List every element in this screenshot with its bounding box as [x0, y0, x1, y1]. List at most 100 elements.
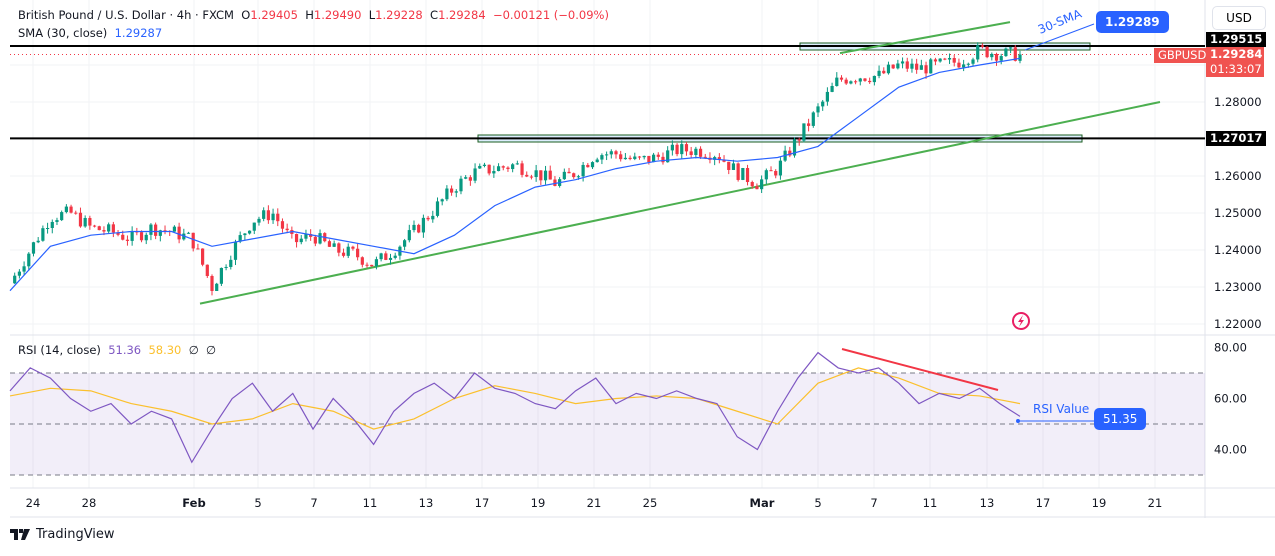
candle-body: [656, 154, 660, 157]
rsi-label: RSI (14, close): [18, 343, 101, 357]
candle-body: [233, 241, 238, 260]
rsi-ma-line: [9, 367, 1021, 430]
sma-value-callout[interactable]: 1.29289: [1096, 11, 1169, 33]
price-tick: 1.23000: [1214, 280, 1262, 294]
candle-body: [492, 171, 496, 174]
candle-body: [356, 248, 360, 258]
price-tick: 1.25000: [1214, 206, 1262, 220]
candle-body: [694, 148, 698, 155]
candle-body: [139, 232, 144, 241]
candle-body: [64, 206, 68, 213]
rsi-callout-dot: [1016, 419, 1020, 423]
candle-body: [910, 63, 914, 69]
time-tick: 24: [26, 496, 41, 510]
candle-body: [149, 224, 153, 235]
candle-body: [811, 112, 815, 126]
candle-body: [111, 224, 115, 233]
candle-body: [1009, 47, 1013, 49]
time-tick: 25: [643, 496, 658, 510]
candle-body: [999, 56, 1003, 61]
candle-body: [581, 164, 585, 177]
candle-body: [285, 228, 289, 231]
low-value: 1.29228: [375, 8, 423, 22]
rsi-legend[interactable]: RSI (14, close) 51.36 58.30 ∅ ∅: [18, 343, 216, 357]
time-tick: 19: [1092, 496, 1107, 510]
candle-body: [74, 212, 78, 214]
candle-body: [36, 240, 40, 243]
candle-body: [947, 57, 952, 60]
candle-body: [332, 243, 336, 247]
candle-body: [731, 163, 736, 170]
level-label-lower: 1.27017: [1206, 131, 1267, 146]
time-tick: 13: [419, 496, 434, 510]
candle-body: [966, 63, 970, 65]
candle-body: [431, 215, 435, 220]
lightning-icon[interactable]: [1012, 312, 1030, 330]
time-tick: 11: [923, 496, 938, 510]
candle-body: [745, 168, 750, 183]
candle-body: [478, 165, 482, 169]
candle-body: [576, 176, 581, 178]
candle-body: [858, 78, 862, 82]
time-tick: 11: [363, 496, 378, 510]
candle-body: [92, 225, 97, 227]
candle-body: [205, 264, 209, 276]
tradingview-logo[interactable]: TradingView: [10, 527, 115, 542]
candle-body: [623, 157, 627, 160]
candle-body: [727, 161, 731, 170]
candle-body: [219, 267, 223, 284]
candle-body: [417, 224, 421, 233]
candle-body: [318, 233, 322, 244]
candle-body: [736, 163, 740, 180]
candle-body: [177, 226, 181, 240]
candle-body: [952, 57, 956, 63]
candle-body: [590, 162, 595, 168]
level-label-upper: 1.29515: [1206, 32, 1267, 47]
sma-legend[interactable]: SMA (30, close) 1.29287: [18, 26, 162, 40]
rsi-value-callout[interactable]: 51.35: [1094, 408, 1147, 430]
candle-body: [238, 235, 242, 242]
candle-body: [327, 241, 332, 247]
candle-body: [384, 253, 388, 260]
time-tick: 28: [82, 496, 97, 510]
candle-body: [515, 163, 519, 165]
candle-body: [642, 155, 646, 158]
candle-body: [877, 70, 881, 76]
upper-trendline: [839, 21, 1011, 55]
candle-body: [821, 101, 825, 107]
symbol-tag: GBPUSD: [1154, 48, 1211, 63]
candle-body: [262, 210, 266, 219]
candle-body: [247, 230, 252, 234]
candle-body: [201, 248, 205, 265]
candle-body: [755, 186, 759, 190]
rsi-na-1: ∅: [188, 343, 199, 357]
candle-body: [797, 139, 801, 141]
candle-body: [482, 164, 487, 166]
candle-body: [539, 170, 543, 181]
candle-body: [619, 154, 623, 160]
tradingview-logo-icon: [10, 528, 30, 540]
candle-body: [802, 123, 806, 141]
candle-body: [445, 188, 449, 200]
candle-body: [933, 59, 938, 62]
candle-body: [816, 106, 820, 113]
currency-button[interactable]: USD: [1212, 6, 1266, 30]
candle-body: [346, 246, 350, 256]
candle-body: [393, 255, 397, 258]
candle-body: [717, 157, 721, 160]
candle-body: [661, 156, 665, 163]
candle-body: [572, 173, 576, 178]
sma-value: 1.29287: [114, 26, 163, 40]
rsi-tick: 80.00: [1214, 341, 1247, 355]
candle-body: [215, 283, 219, 291]
candle-body: [835, 77, 839, 86]
candle-body: [919, 65, 923, 70]
candle-body: [337, 243, 341, 253]
candle-body: [426, 217, 430, 220]
candle-body: [750, 182, 754, 187]
candle-body: [440, 199, 444, 202]
candle-body: [628, 157, 632, 160]
candle-body: [830, 85, 834, 92]
candle-body: [351, 246, 355, 249]
